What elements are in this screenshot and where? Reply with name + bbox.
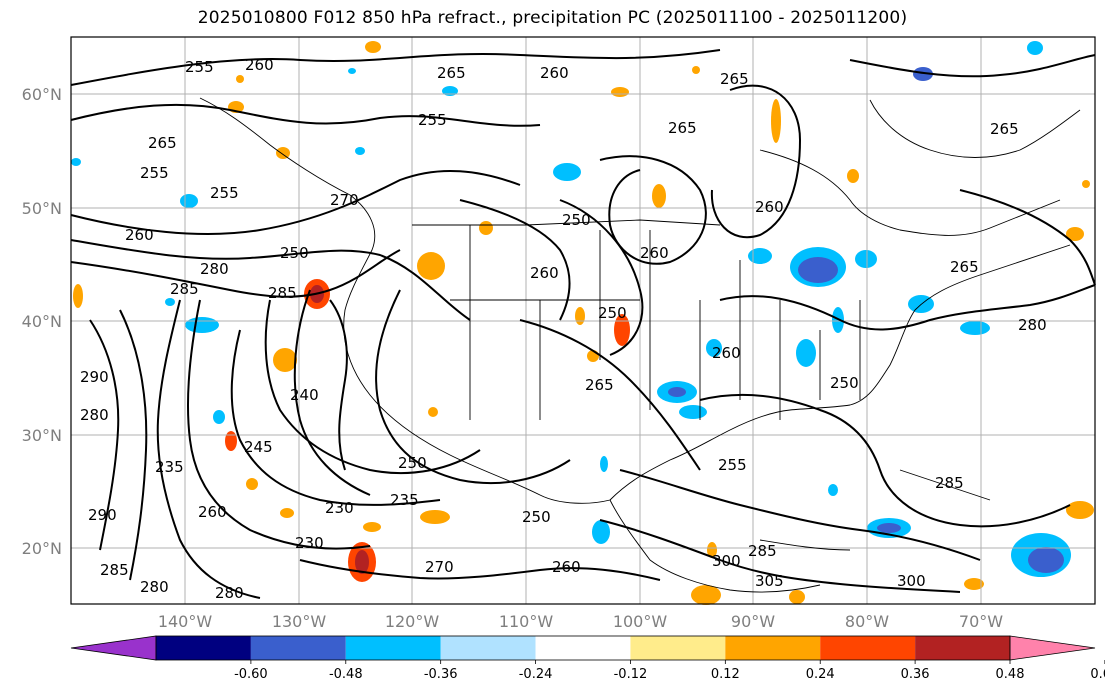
longitude-label: 90°W [731, 612, 775, 631]
contour-label: 285 [268, 284, 297, 302]
contour-label: 255 [185, 58, 214, 76]
refractivity-contours [70, 49, 1096, 599]
latitude-label: 60°N [22, 85, 62, 104]
contour-label: 280 [80, 406, 109, 424]
contour-label: 305 [755, 572, 784, 590]
contour-label: 270 [330, 191, 359, 209]
contour-label: 255 [718, 456, 747, 474]
contour-label: 300 [712, 552, 741, 570]
colorbar-bin [630, 636, 726, 660]
colorbar-extend-low [70, 635, 157, 661]
latitude-axis: 60°N 50°N 40°N 30°N 20°N [22, 85, 62, 558]
colorbar-bin [725, 636, 821, 660]
colorbar-bin [915, 636, 1010, 660]
colorbar-tick-label: 0.48 [996, 667, 1025, 682]
colorbar-bin [535, 636, 631, 660]
longitude-label: 110°W [499, 612, 554, 631]
longitude-axis: 140°W 130°W 120°W 110°W 100°W 90°W 80°W … [158, 612, 1003, 631]
colorbar-bin [250, 636, 346, 660]
contour-label: 260 [552, 558, 581, 576]
colorbar-bin [440, 636, 536, 660]
contour-label: 240 [290, 386, 319, 404]
contour-label: 260 [245, 56, 274, 74]
colorbar-tick-label: 0.36 [901, 667, 930, 682]
contour-label: 260 [640, 244, 669, 262]
colorbar-outline [155, 635, 1011, 661]
latitude-label: 50°N [22, 199, 62, 218]
contour-label: 290 [80, 368, 109, 386]
contour-label: 265 [950, 258, 979, 276]
longitude-label: 120°W [385, 612, 440, 631]
longitude-label: 140°W [158, 612, 213, 631]
contour-label: 260 [712, 344, 741, 362]
contour-label: 230 [325, 499, 354, 517]
contour-label: 280 [1018, 316, 1047, 334]
colorbar-tick-label: -0.36 [424, 667, 458, 682]
contour-label: 235 [390, 491, 419, 509]
contour-label: 285 [100, 561, 129, 579]
contour-label: 265 [720, 70, 749, 88]
colorbar-bin [156, 636, 251, 660]
colorbar-bin [345, 636, 441, 660]
contour-label: 265 [148, 134, 177, 152]
contour-label: 250 [398, 454, 427, 472]
longitude-label: 80°W [845, 612, 889, 631]
contour-label: 260 [125, 226, 154, 244]
contour-label: 235 [155, 458, 184, 476]
latitude-label: 20°N [22, 539, 62, 558]
latitude-label: 30°N [22, 426, 62, 445]
contour-label: 285 [170, 280, 199, 298]
colorbar-extend-high [1009, 635, 1096, 661]
contour-labels: 255 260 265 260 265 265 255 255 265 255 … [80, 56, 1047, 602]
colorbar-tick-label: -0.48 [329, 667, 363, 682]
contour-label: 245 [244, 438, 273, 456]
colorbar-tick-label: -0.24 [519, 667, 553, 682]
coastlines-and-borders [199, 97, 1081, 593]
colorbar-tick-label: -0.60 [234, 667, 268, 682]
longitude-label: 100°W [613, 612, 668, 631]
contour-label: 300 [897, 572, 926, 590]
contour-label: 285 [935, 474, 964, 492]
longitude-label: 70°W [959, 612, 1003, 631]
contour-label: 260 [530, 264, 559, 282]
contour-label: 280 [140, 578, 169, 596]
contour-label: 250 [830, 374, 859, 392]
contour-label: 250 [280, 244, 309, 262]
contour-label: 255 [140, 164, 169, 182]
contour-label: 260 [198, 503, 227, 521]
contour-label: 260 [755, 198, 784, 216]
colorbar-tick-label: 0.12 [711, 667, 740, 682]
contour-label: 290 [88, 506, 117, 524]
figure-title: 2025010800 F012 850 hPa refract., precip… [197, 8, 908, 28]
latitude-label: 40°N [22, 312, 62, 331]
longitude-label: 130°W [272, 612, 327, 631]
contour-label: 260 [540, 64, 569, 82]
contour-label: 250 [522, 508, 551, 526]
colorbar: -0.60 -0.48 -0.36 -0.24 -0.12 0.12 0.24 0.36 0.4… [70, 635, 1105, 682]
map-panel: 255 260 265 260 265 265 255 255 265 255 … [70, 36, 1096, 605]
contour-label: 250 [562, 211, 591, 229]
contour-label: 265 [990, 120, 1019, 138]
colorbar-tick-label: 0.24 [806, 667, 835, 682]
map-frame [70, 36, 1096, 605]
colorbar-tick-label: 0.60 [1090, 667, 1105, 682]
contour-label: 265 [668, 119, 697, 137]
contour-label: 265 [437, 64, 466, 82]
contour-label: 255 [210, 184, 239, 202]
contour-label: 255 [418, 111, 447, 129]
contour-label: 285 [748, 542, 777, 560]
contour-label: 280 [215, 584, 244, 602]
colorbar-tick-label: -0.12 [614, 667, 648, 682]
contour-label: 230 [295, 534, 324, 552]
contour-label: 270 [425, 558, 454, 576]
colorbar-bin [820, 636, 916, 660]
contour-label: 250 [598, 304, 627, 322]
contour-label: 265 [585, 376, 614, 394]
contour-label: 280 [200, 260, 229, 278]
